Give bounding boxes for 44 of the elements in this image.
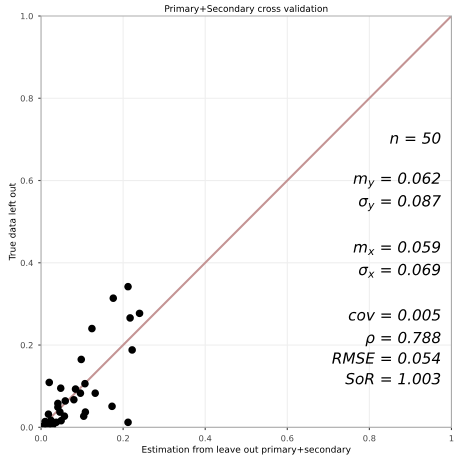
point	[56, 384, 65, 392]
y-tick-label: 0.0	[20, 424, 33, 431]
annotation: ρ = 0.788	[365, 332, 441, 346]
annotation: cov = 0.005	[348, 309, 440, 321]
annotation: RMSE = 0.054	[332, 352, 440, 364]
annotation: n = 50	[390, 132, 440, 144]
point	[109, 294, 118, 302]
x-tick-label: 1	[450, 435, 454, 442]
point	[91, 389, 100, 397]
x-tick-label: 0.4	[199, 435, 212, 442]
point	[77, 356, 86, 364]
x-tick-label: 0.0	[34, 435, 48, 442]
annotation: SoR = 1.003	[345, 372, 440, 384]
point	[44, 410, 52, 418]
chart-title: Primary+Secondary cross validation	[165, 4, 328, 14]
point	[45, 378, 54, 386]
annotation: σ$_{x}$ = 0.069	[358, 264, 440, 278]
y-tick-label: 0.6	[20, 177, 33, 184]
point	[76, 389, 84, 397]
y-tick-label: 0.8	[20, 95, 33, 102]
annotation: m$_{y}$ = 0.062	[354, 172, 440, 188]
point	[128, 346, 136, 354]
point	[72, 385, 80, 393]
x-tick-label: 0.8	[363, 435, 376, 442]
point	[126, 314, 134, 322]
point	[88, 324, 96, 332]
x-axis-title: Estimation from leave out primary+secondary	[142, 446, 351, 455]
x-tick-label: 0.2	[117, 435, 129, 442]
point	[124, 282, 132, 290]
point	[70, 396, 78, 404]
point	[80, 412, 88, 420]
point	[108, 402, 116, 410]
point	[81, 380, 89, 388]
y-tick-label: 0.2	[20, 342, 33, 348]
point	[124, 418, 132, 426]
point	[136, 310, 144, 318]
point	[61, 397, 70, 405]
y-axis-title: True data left out	[8, 183, 16, 260]
y-tick-label: 0.4	[20, 260, 33, 266]
annotation: σ$_{y}$ = 0.087	[358, 195, 441, 212]
x-tick-label: 0.6	[281, 435, 294, 442]
point	[56, 408, 64, 416]
annotation: m$_{x}$ = 0.059	[354, 241, 440, 255]
y-tick-label: 1.0	[21, 12, 33, 20]
